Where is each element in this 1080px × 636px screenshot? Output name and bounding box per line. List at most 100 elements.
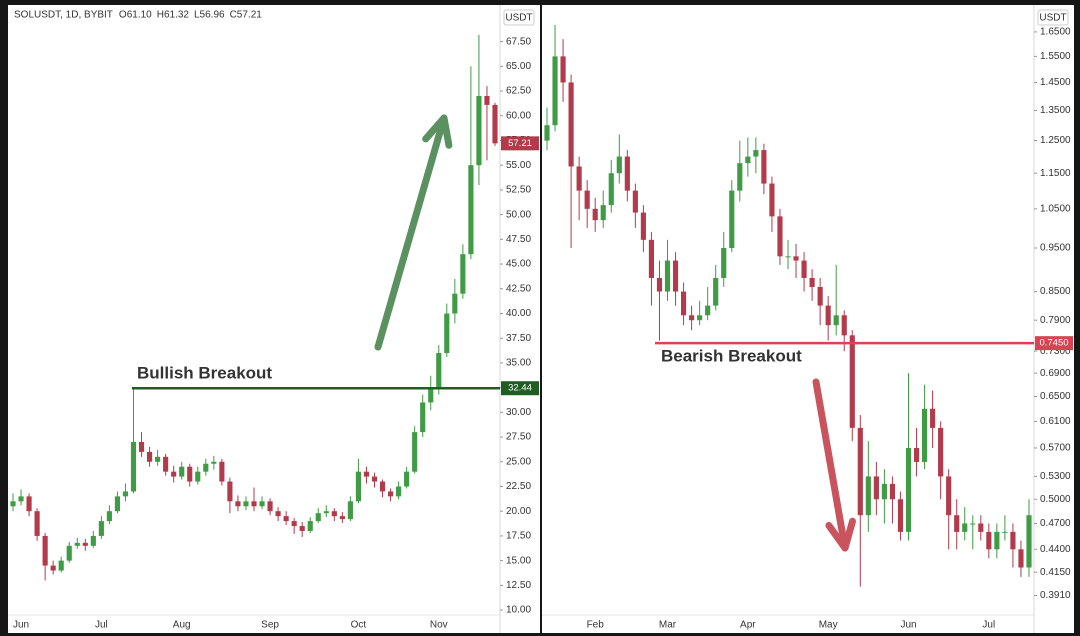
- candle-body: [444, 313, 450, 354]
- candle-body: [476, 96, 482, 166]
- x-tick-label: Jul: [95, 620, 108, 631]
- breakout-annotation: Bearish Breakout: [661, 347, 802, 366]
- y-tick-label: 1.0500: [1040, 203, 1071, 214]
- currency-box: [503, 9, 535, 26]
- candle-body: [259, 501, 265, 507]
- candle-body: [865, 476, 871, 516]
- candle-body: [672, 260, 679, 292]
- candle-body: [42, 535, 48, 566]
- x-tick-label: Feb: [587, 620, 605, 631]
- candle-body: [632, 190, 638, 213]
- candle-body: [938, 427, 944, 477]
- candle-body: [1018, 549, 1024, 568]
- y-tick-label: 50.00: [506, 209, 531, 220]
- candle-body: [163, 456, 169, 472]
- candle-body: [978, 523, 984, 532]
- ohlc-legend: O61.10: [119, 10, 152, 21]
- x-tick-label: Nov: [430, 620, 448, 631]
- x-tick-label: Oct: [351, 620, 367, 631]
- candle-body: [243, 501, 249, 507]
- y-tick-label: 27.50: [506, 432, 531, 443]
- candle-body: [114, 496, 121, 512]
- candle-body: [624, 156, 630, 191]
- candle-body: [82, 542, 88, 546]
- candle-body: [737, 163, 743, 191]
- level-tag: [501, 381, 539, 396]
- y-tick-label: 0.5000: [1040, 494, 1071, 505]
- candle-body: [970, 523, 976, 525]
- y-tick-label: 65.00: [506, 61, 531, 72]
- candle-body: [323, 511, 329, 514]
- candle-body: [930, 408, 936, 428]
- y-tick-label: 0.8500: [1040, 286, 1071, 297]
- candle-body: [468, 165, 474, 255]
- candle-body: [664, 260, 671, 292]
- x-tick-label: Mar: [659, 620, 677, 631]
- y-tick-label: 25.00: [506, 456, 531, 467]
- x-tick-label: Apr: [740, 620, 756, 631]
- candle-body: [1002, 531, 1008, 533]
- trend-arrow-head: [422, 114, 453, 149]
- y-tick-label: 60.00: [506, 110, 531, 121]
- candle-body: [122, 491, 129, 497]
- candle-body: [921, 408, 928, 462]
- x-tick-label: Aug: [173, 620, 191, 631]
- candle-body: [299, 526, 305, 531]
- candle-body: [363, 471, 370, 477]
- candle-body: [291, 521, 297, 527]
- candle-body: [986, 531, 992, 550]
- y-tick-label: 0.9500: [1040, 243, 1071, 254]
- candle-body: [412, 432, 418, 472]
- level-tag-label: 0.7450: [1039, 338, 1068, 349]
- y-tick-label: 10.00: [506, 605, 531, 616]
- currency-label: USDT: [505, 13, 532, 24]
- candle-body: [203, 463, 209, 472]
- candle-body: [396, 486, 402, 497]
- candle-body: [640, 212, 646, 240]
- candle-body: [769, 183, 775, 217]
- candle-body: [729, 190, 735, 249]
- candle-body: [576, 166, 582, 191]
- y-tick-label: 0.4700: [1040, 518, 1071, 529]
- candle-body: [705, 305, 711, 316]
- candle-body: [187, 466, 193, 482]
- y-tick-label: 22.50: [506, 481, 531, 492]
- candle-body: [849, 335, 855, 428]
- ohlc-legend: L56.96: [194, 10, 225, 21]
- candle-body: [817, 286, 823, 306]
- candle-body: [66, 545, 72, 561]
- candle-body: [171, 471, 177, 477]
- y-tick-label: 12.50: [506, 580, 531, 591]
- candle-body: [275, 511, 281, 517]
- candle-body: [905, 447, 912, 532]
- y-tick-label: 1.6500: [1040, 27, 1071, 38]
- candle-body: [235, 501, 241, 507]
- y-tick-label: 30.00: [506, 407, 531, 418]
- candle-body: [90, 535, 96, 546]
- candle-body: [371, 476, 378, 482]
- trend-arrow-shaft: [812, 378, 849, 552]
- y-tick-label: 0.3910: [1040, 590, 1071, 601]
- candle-body: [179, 466, 185, 477]
- x-tick-label: Sep: [261, 620, 279, 631]
- candle-body: [452, 293, 458, 314]
- y-tick-label: 0.6500: [1040, 391, 1071, 402]
- y-tick-label: 0.4400: [1040, 544, 1071, 555]
- candle-body: [315, 513, 321, 522]
- chart-title: SOLUSDT, 1D, BYBIT: [14, 10, 113, 21]
- y-tick-label: 0.5700: [1040, 443, 1071, 454]
- candle-body: [592, 208, 598, 221]
- candle-body: [857, 427, 863, 516]
- candle-body: [809, 277, 815, 287]
- candle-body: [600, 205, 606, 221]
- candle-body: [339, 516, 345, 520]
- candle-body: [26, 496, 32, 512]
- candle-body: [544, 125, 550, 141]
- ohlc-legend: H61.32: [157, 10, 190, 21]
- y-tick-label: 20.00: [506, 506, 531, 517]
- candle-body: [713, 277, 719, 306]
- candle-body: [34, 511, 40, 536]
- breakout-annotation: Bullish Breakout: [137, 364, 272, 383]
- y-tick-label: 0.6100: [1040, 416, 1071, 427]
